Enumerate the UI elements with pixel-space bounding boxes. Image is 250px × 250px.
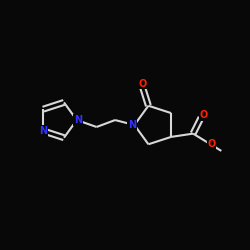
Text: O: O xyxy=(139,78,147,88)
Text: N: N xyxy=(128,120,136,130)
Text: O: O xyxy=(200,110,208,120)
Text: O: O xyxy=(208,138,216,148)
Text: N: N xyxy=(74,115,82,125)
Text: N: N xyxy=(39,126,47,136)
